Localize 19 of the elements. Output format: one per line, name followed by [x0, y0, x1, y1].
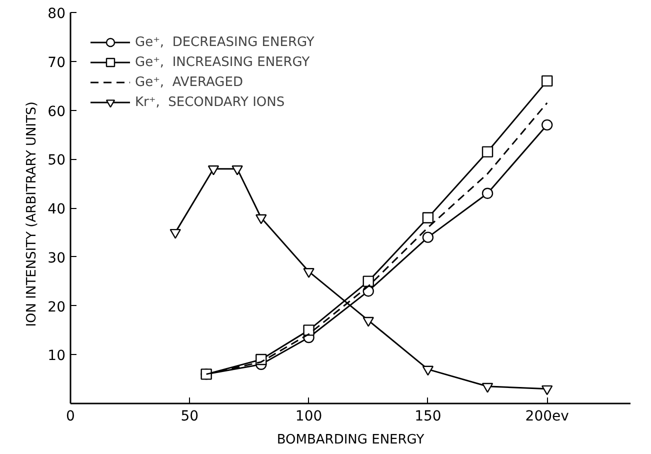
y-tick-label: 70 — [48, 54, 66, 71]
y-tick-label: 20 — [48, 299, 66, 316]
y-tick-label: 10 — [48, 348, 66, 364]
x-tick-label: 100 — [295, 408, 322, 424]
legend-label: Kr⁺, SECONDARY IONS — [135, 94, 285, 110]
legend-label: Ge⁺, INCREASING ENERGY — [135, 54, 310, 70]
y-axis-title: ION INTENSITY (ARBITRARY UNITS) — [24, 102, 40, 327]
x-tick-label: 150 — [414, 408, 442, 424]
y-tick-label: 40 — [48, 202, 66, 218]
x-tick-label: 200ev — [525, 408, 569, 424]
y-tick-label: 60 — [48, 104, 66, 120]
legend-label: Ge⁺, DECREASING ENERGY — [135, 34, 314, 50]
legend-label: Ge⁺, AVERAGED — [135, 74, 243, 90]
x-tick-label: 0 — [66, 408, 75, 424]
x-tick-label: 50 — [180, 408, 199, 424]
y-tick-label: 30 — [48, 250, 66, 266]
y-tick-label: 80 — [48, 6, 66, 22]
x-axis-title: BOMBARDING ENERGY — [276, 432, 424, 448]
y-tick-label: 50 — [48, 152, 66, 169]
